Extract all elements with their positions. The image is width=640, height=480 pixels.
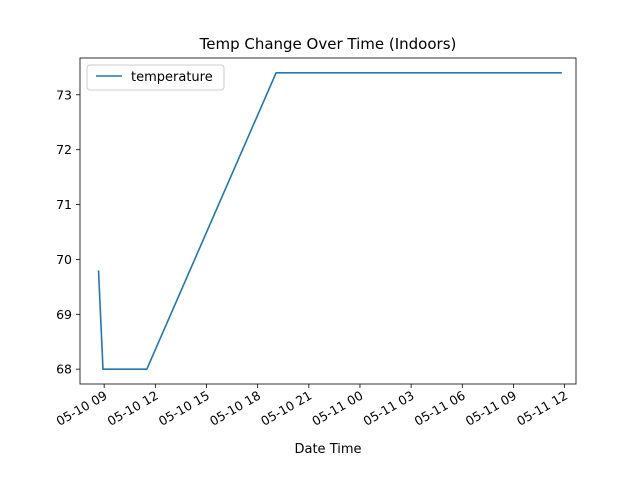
legend-box <box>86 64 225 91</box>
x-axis-label: Date Time <box>294 442 361 457</box>
chart-title: Temp Change Over Time (Indoors) <box>199 35 457 53</box>
x-tick-label: 05-11 00 <box>309 388 365 429</box>
x-tick-label: 05-10 21 <box>258 388 314 429</box>
x-tick-label: 05-11 03 <box>360 388 416 429</box>
y-tick-label: 68 <box>56 362 72 377</box>
y-tick-label: 72 <box>56 142 72 157</box>
x-tick-label: 05-10 12 <box>105 388 161 429</box>
x-tick-label: 05-10 15 <box>156 388 212 429</box>
x-tick-label: 05-10 09 <box>53 388 109 429</box>
x-tick-label: 05-11 12 <box>514 388 570 429</box>
y-tick-label: 71 <box>56 197 72 212</box>
y-tick-label: 69 <box>56 307 72 322</box>
legend: temperature <box>86 64 225 91</box>
x-tick-label: 05-11 06 <box>412 388 468 429</box>
series-line-temperature <box>97 72 562 371</box>
y-tick-label: 70 <box>56 252 72 267</box>
x-tick-label: 05-10 18 <box>207 388 263 429</box>
x-tick-label: 05-11 09 <box>463 388 519 429</box>
y-tick-label: 73 <box>56 87 72 102</box>
legend-label-temperature: temperature <box>131 70 213 85</box>
plot-frame <box>79 57 577 385</box>
y-axis-ticks: 68 69 70 71 72 73 <box>56 87 80 377</box>
